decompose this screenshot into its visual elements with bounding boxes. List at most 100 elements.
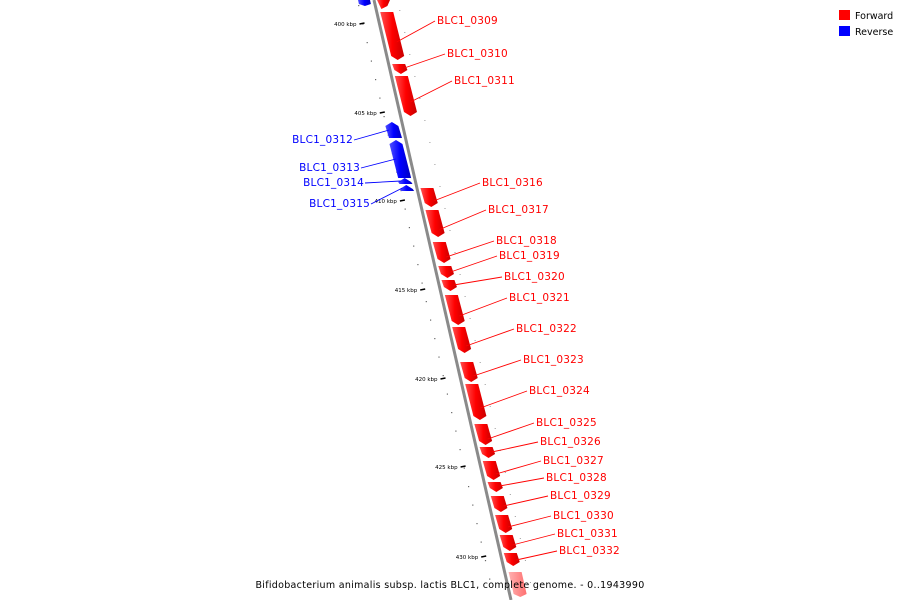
scale-dot — [429, 142, 431, 143]
gene-label[interactable]: BLC1_0309 — [437, 15, 498, 27]
tick-mark — [481, 555, 487, 558]
gene-feature[interactable] — [399, 185, 415, 191]
scale-dot — [425, 301, 427, 303]
gene-connector — [396, 20, 436, 43]
gene-label[interactable]: BLC1_0312 — [292, 134, 353, 146]
scale-dot — [494, 428, 496, 429]
scale-dot — [434, 164, 436, 165]
scale-dot — [449, 230, 451, 231]
gene-feature[interactable] — [474, 424, 493, 445]
scale-dot — [484, 560, 487, 562]
scale-dot — [519, 538, 521, 539]
scale-dot — [468, 486, 470, 488]
gene-label[interactable]: BLC1_0327 — [543, 455, 604, 467]
gene-feature[interactable] — [499, 535, 517, 551]
gene-feature[interactable] — [438, 266, 454, 278]
gene-feature[interactable] — [425, 210, 445, 237]
gene-label[interactable]: BLC1_0311 — [454, 75, 515, 87]
gene-feature[interactable] — [432, 242, 451, 263]
scale-dot — [509, 494, 511, 495]
gene-connector — [370, 187, 403, 205]
gene-feature[interactable] — [389, 140, 412, 178]
gene-label[interactable]: BLC1_0320 — [504, 271, 565, 283]
gene-label[interactable]: BLC1_0325 — [536, 417, 597, 429]
map-caption: Bifidobacterium animalis subsp. lactis B… — [255, 580, 644, 591]
gene-feature[interactable] — [398, 178, 413, 184]
scale-dot — [464, 296, 466, 297]
scale-dot — [404, 208, 406, 210]
gene-label[interactable]: BLC1_0321 — [509, 292, 570, 304]
gene-feature-partial — [377, 0, 390, 9]
gene-label[interactable]: BLC1_0319 — [499, 250, 560, 262]
gene-connector — [353, 129, 390, 141]
gene-connector — [495, 460, 542, 475]
gene-feature[interactable] — [460, 362, 478, 382]
gene-feature[interactable] — [380, 12, 405, 60]
gene-connector — [439, 209, 487, 230]
gene-label[interactable]: BLC1_0322 — [516, 323, 577, 335]
scale-dot — [514, 516, 516, 517]
gene-feature[interactable] — [385, 122, 403, 138]
gene-connector — [360, 158, 396, 169]
gene-label[interactable]: BLC1_0326 — [540, 436, 601, 448]
gene-label[interactable]: BLC1_0328 — [546, 472, 607, 484]
scale-dot — [472, 504, 474, 506]
gene-connector — [503, 495, 549, 507]
scale-dot — [459, 449, 461, 451]
scale-dot — [489, 406, 491, 407]
legend-forward-label: Forward — [855, 11, 893, 22]
gene-label[interactable]: BLC1_0323 — [523, 354, 584, 366]
scale-dot — [419, 98, 421, 99]
genome-backbone — [372, 0, 513, 600]
tick-mark — [460, 465, 466, 468]
scale-dot — [484, 384, 486, 385]
tick-label: 410 kbp — [374, 199, 397, 205]
gene-connector — [512, 533, 556, 546]
gene-feature[interactable] — [495, 515, 513, 533]
gene-connector — [516, 550, 558, 561]
gene-feature-partial — [358, 0, 371, 6]
gene-feature[interactable] — [394, 76, 417, 116]
gene-label[interactable]: BLC1_0315 — [309, 198, 370, 210]
gene-label[interactable]: BLC1_0310 — [447, 48, 508, 60]
scale-dot — [489, 578, 491, 580]
gene-label[interactable]: BLC1_0324 — [529, 385, 590, 397]
gene-connector — [450, 255, 498, 273]
gene-feature[interactable] — [490, 496, 508, 512]
gene-label[interactable]: BLC1_0314 — [303, 177, 364, 189]
gene-feature[interactable] — [482, 461, 501, 480]
gene-feature[interactable] — [465, 384, 487, 420]
scale-dot — [439, 186, 441, 187]
gene-label[interactable]: BLC1_0329 — [550, 490, 611, 502]
gene-label[interactable]: BLC1_0318 — [496, 235, 557, 247]
scale-dot — [417, 264, 419, 266]
gene-feature[interactable] — [503, 553, 520, 566]
gene-feature[interactable] — [452, 327, 472, 353]
scale-dot — [480, 541, 482, 543]
gene-labels: BLC1_0309 BLC1_0310 BLC1_0311 BLC1_0312 BLC1… — [292, 15, 620, 557]
gene-connector — [507, 515, 552, 528]
tick-label: 420 kbp — [415, 377, 438, 383]
gene-feature[interactable] — [420, 188, 438, 207]
gene-label[interactable]: BLC1_0316 — [482, 177, 543, 189]
tick-label: 430 kbp — [456, 555, 479, 561]
scale-dot — [442, 375, 444, 377]
gene-feature[interactable] — [441, 280, 457, 291]
gene-label[interactable]: BLC1_0331 — [557, 528, 618, 540]
gene-features — [353, 0, 558, 597]
gene-feature[interactable] — [392, 64, 408, 74]
gene-connector — [433, 182, 481, 202]
scale-dot — [446, 393, 448, 395]
gene-connector — [487, 422, 535, 440]
gene-label[interactable]: BLC1_0332 — [559, 545, 620, 557]
gene-label[interactable]: BLC1_0317 — [488, 204, 549, 216]
gene-label[interactable]: BLC1_0330 — [553, 510, 614, 522]
scale-dot — [430, 319, 432, 321]
scale-dot — [469, 318, 471, 319]
gene-feature[interactable] — [479, 447, 496, 458]
scale-dot — [383, 116, 385, 118]
scale-dot — [358, 5, 360, 7]
gene-feature[interactable] — [487, 482, 503, 492]
gene-feature[interactable] — [444, 295, 465, 325]
gene-label[interactable]: BLC1_0313 — [299, 162, 360, 174]
